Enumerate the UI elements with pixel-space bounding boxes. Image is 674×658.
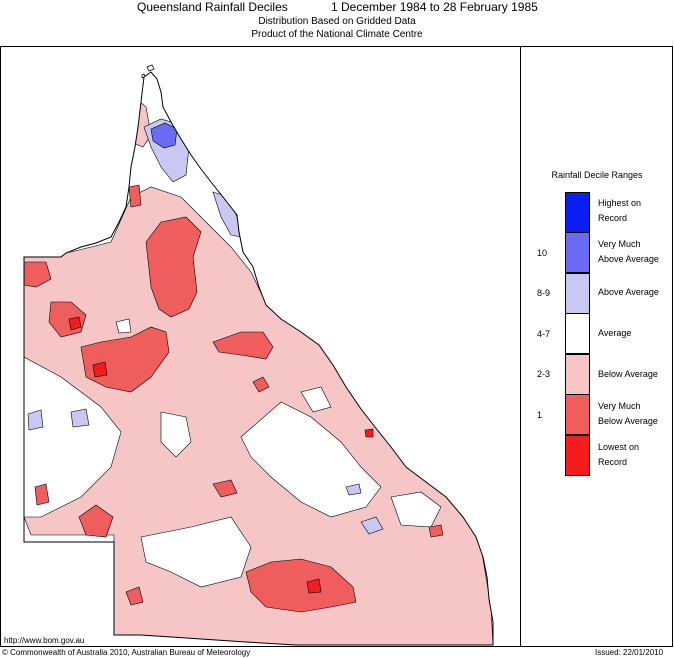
very-much-below-region [212,479,238,498]
legend-label-lowest: Lowest on Record [598,442,640,467]
legend-code-below-average: 2-3 [537,369,551,379]
map-title: Queensland Rainfall Deciles [137,0,288,14]
lowest-on-record-region [364,428,374,438]
legend-label-average: Average [598,328,632,338]
very-much-below-region [24,261,52,288]
legend-swatch-below-average [565,354,590,395]
average-region [160,411,192,458]
very-much-below-region [212,331,274,360]
map-frame [0,46,673,647]
average-region [240,401,382,518]
legend-swatch-very-much-above [565,232,590,273]
legend-code-average: 4-7 [537,329,551,339]
legend-code-above-average: 8-9 [537,288,551,298]
very-much-below-region [145,216,202,318]
above-average-region [27,409,44,431]
average-region [24,356,122,518]
very-much-below-region [245,558,357,613]
average-region [300,386,332,413]
lowest-on-record-region [68,316,82,331]
queensland-decile-map [23,64,494,646]
legend-swatch-very-much-below [565,394,590,435]
legend-title: Rainfall Decile Ranges [551,170,643,180]
legend-swatch-average [565,313,590,354]
legend-swatch-above-average [565,273,590,314]
very-much-below-region [428,524,444,538]
legend-code-very-much-below: 1 [537,410,543,420]
lowest-on-record-region [92,361,108,378]
legend-divider [520,46,521,647]
above-average-region [345,483,362,496]
legend-label-highest: Highest on Record [598,198,642,223]
legend-swatch-lowest [565,435,590,476]
island-shape [146,64,155,72]
very-much-below-region [78,504,114,538]
above-average-region [70,408,90,428]
very-much-above-region [150,122,178,149]
legend-label-very-much-above: Very Much Above Average [598,239,659,264]
very-much-below-region [128,184,142,208]
average-region [140,516,252,588]
average-region [115,318,132,334]
legend-label-very-much-below: Very Much Below Average [598,401,658,426]
queensland-outline [23,71,494,646]
map-subtitle-product: Product of the National Climate Centre [251,29,423,40]
footer-copyright: © Commonwealth of Australia 2010, Austra… [2,648,251,657]
very-much-below-region [252,376,270,393]
decile-regions [24,72,493,645]
above-average-region [360,516,384,535]
footer-url: http://www.bom.gov.au [4,636,85,645]
footer-issued: Issued: 22/01/2010 [595,648,664,657]
map-subtitle-distribution: Distribution Based on Gridded Data [258,16,416,27]
very-much-below-region [34,483,50,506]
average-region [390,491,442,528]
lowest-on-record-region [306,578,322,594]
legend-code-very-much-above: 10 [537,248,548,258]
legend-swatch-highest [565,192,590,233]
very-much-below-region [125,586,144,606]
legend-label-below-average: Below Average [598,369,658,379]
legend-label-above-average: Above Average [598,287,659,297]
map-period: 1 December 1984 to 28 February 1985 [331,0,538,14]
